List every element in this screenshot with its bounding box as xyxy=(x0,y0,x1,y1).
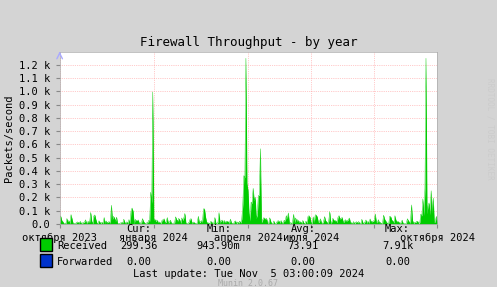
Text: Last update: Tue Nov  5 03:00:09 2024: Last update: Tue Nov 5 03:00:09 2024 xyxy=(133,269,364,279)
Y-axis label: Packets/second: Packets/second xyxy=(4,94,14,181)
Text: 0.00: 0.00 xyxy=(206,257,231,267)
Text: Max:: Max: xyxy=(385,224,410,234)
Text: Min:: Min: xyxy=(206,224,231,234)
Text: 73.91: 73.91 xyxy=(288,241,319,251)
Text: Cur:: Cur: xyxy=(127,224,152,234)
Text: Munin 2.0.67: Munin 2.0.67 xyxy=(219,279,278,287)
Text: 299.36: 299.36 xyxy=(120,241,158,251)
Text: Received: Received xyxy=(57,241,107,251)
Text: 943.90m: 943.90m xyxy=(197,241,241,251)
Text: 0.00: 0.00 xyxy=(385,257,410,267)
Text: 0.00: 0.00 xyxy=(291,257,316,267)
Text: 0.00: 0.00 xyxy=(127,257,152,267)
Text: Forwarded: Forwarded xyxy=(57,257,113,267)
Text: 7.91k: 7.91k xyxy=(382,241,413,251)
Text: RRDTOOL / TOBI OETIKER: RRDTOOL / TOBI OETIKER xyxy=(486,78,495,180)
Text: Avg:: Avg: xyxy=(291,224,316,234)
Title: Firewall Throughput - by year: Firewall Throughput - by year xyxy=(140,36,357,49)
